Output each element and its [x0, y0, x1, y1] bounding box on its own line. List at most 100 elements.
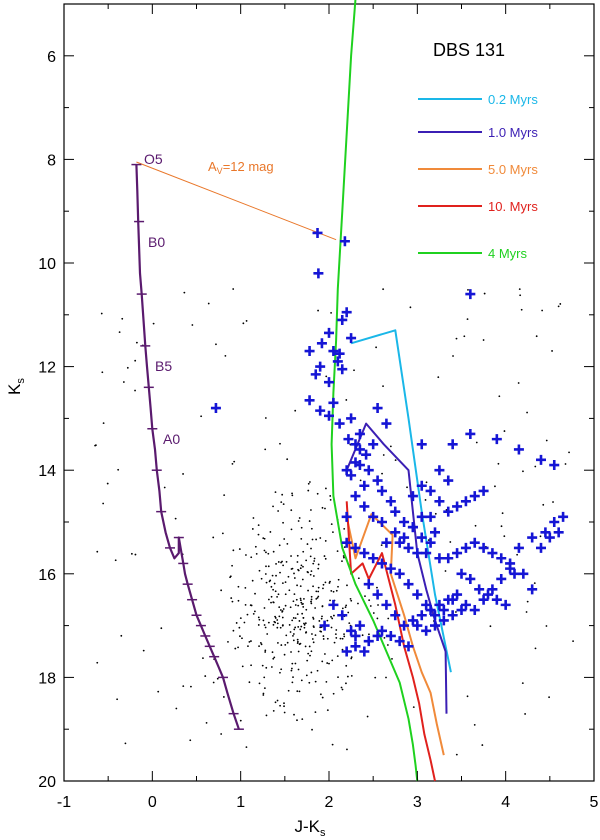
field-star	[308, 681, 311, 684]
field-star	[572, 640, 574, 643]
cluster-star	[334, 418, 345, 429]
field-star	[282, 521, 284, 524]
cluster-star	[438, 605, 449, 616]
field-star	[326, 637, 329, 640]
field-star	[350, 674, 353, 677]
cluster-star	[469, 491, 480, 502]
field-star	[497, 462, 500, 465]
field-star	[266, 633, 269, 635]
field-star	[321, 696, 324, 699]
field-star	[332, 590, 335, 593]
field-star	[315, 597, 318, 600]
cluster-star	[359, 501, 370, 512]
field-star	[157, 690, 160, 693]
field-star	[182, 473, 184, 475]
field-star	[557, 305, 560, 308]
field-star	[454, 611, 457, 613]
y-axis-title-sub: s	[15, 378, 27, 384]
field-star	[341, 607, 344, 610]
cluster-star	[390, 610, 401, 621]
cluster-star	[487, 584, 498, 595]
field-star	[264, 626, 267, 629]
field-star	[526, 411, 528, 414]
field-star	[304, 645, 307, 648]
field-star	[337, 585, 339, 588]
legend-label: 0.2 Myrs	[488, 92, 538, 107]
cluster-star	[372, 589, 383, 600]
field-star	[251, 579, 254, 582]
field-star	[516, 553, 519, 556]
cluster-star	[430, 527, 440, 538]
x-tick-label: 0	[148, 794, 157, 811]
field-star	[542, 503, 545, 506]
field-star	[382, 454, 385, 456]
x-axis-title-sub: s	[320, 827, 326, 839]
field-star	[124, 742, 127, 745]
field-star	[182, 685, 185, 688]
cluster-star	[354, 620, 365, 631]
cluster-star	[465, 573, 476, 584]
field-star	[291, 494, 294, 497]
field-star	[279, 609, 282, 611]
field-star	[394, 459, 397, 462]
field-star	[275, 563, 277, 565]
field-star	[100, 312, 103, 315]
field-star	[445, 508, 448, 511]
field-star	[224, 354, 227, 357]
field-star	[302, 550, 305, 553]
field-star	[337, 676, 339, 679]
field-star	[346, 748, 348, 751]
field-star	[376, 617, 379, 620]
y-tick-label: 14	[38, 463, 56, 480]
cluster-star	[474, 584, 485, 595]
cluster-star	[434, 599, 445, 610]
field-star	[305, 674, 308, 677]
cluster-star	[361, 449, 372, 460]
field-star	[255, 552, 258, 555]
cluster-star	[368, 439, 379, 450]
cluster-star	[381, 537, 392, 548]
cluster-star	[377, 517, 387, 527]
field-star	[437, 376, 440, 379]
field-star	[298, 690, 301, 693]
field-star	[364, 595, 366, 597]
field-star	[482, 339, 485, 341]
field-star	[455, 753, 458, 756]
field-star	[268, 580, 271, 583]
field-star	[283, 711, 286, 714]
field-star	[311, 633, 313, 635]
cluster-star	[447, 439, 458, 450]
field-star	[282, 503, 285, 506]
field-star	[329, 495, 332, 497]
field-star	[285, 634, 288, 637]
field-star	[541, 309, 544, 312]
field-star	[293, 593, 296, 596]
field-star	[290, 669, 293, 672]
cluster-star	[425, 605, 436, 616]
field-star	[267, 598, 270, 601]
field-star	[294, 626, 297, 629]
cluster-star	[394, 568, 405, 579]
field-star	[175, 707, 178, 710]
field-star	[272, 601, 275, 604]
field-star	[189, 739, 192, 742]
cluster-star	[337, 364, 348, 375]
field-star	[322, 638, 325, 640]
cluster-star	[483, 589, 493, 600]
cluster-star	[527, 532, 538, 543]
cluster-star	[430, 620, 440, 631]
field-star	[263, 537, 266, 540]
field-star	[345, 682, 347, 685]
field-star	[324, 540, 327, 542]
field-star	[517, 382, 520, 384]
cluster-star	[425, 485, 436, 496]
field-star	[220, 733, 223, 735]
field-star	[267, 565, 270, 568]
field-star	[267, 621, 270, 624]
field-star	[350, 657, 353, 660]
field-star	[297, 668, 300, 671]
y-tick-label: 6	[47, 49, 56, 66]
field-star	[498, 395, 501, 398]
field-star	[212, 681, 215, 684]
field-star	[559, 303, 562, 305]
